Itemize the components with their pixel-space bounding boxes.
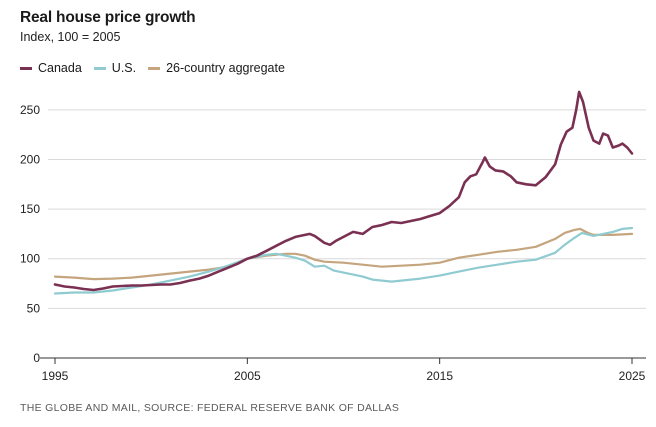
y-tick-label: 50 <box>27 301 41 315</box>
y-tick-label: 200 <box>20 152 40 166</box>
legend-item-canada: Canada <box>20 61 82 75</box>
chart-title: Real house price growth <box>20 9 196 26</box>
y-tick-label: 100 <box>20 252 40 266</box>
x-tick-label: 2025 <box>619 369 646 383</box>
legend-label-us: U.S. <box>111 61 137 75</box>
legend-item-us: U.S. <box>93 61 137 75</box>
series-line-aggregate <box>53 227 634 281</box>
x-tick-label: 2005 <box>234 369 261 383</box>
chart-gridlines <box>48 109 646 309</box>
legend-swatch-canada <box>20 66 32 70</box>
series-line-us <box>53 226 634 295</box>
legend-swatch-us <box>93 66 106 70</box>
chart-series-lines <box>53 90 634 295</box>
y-tick-label: 150 <box>20 202 40 216</box>
x-tick-label: 2015 <box>426 369 453 383</box>
chart-legend: Canada U.S. 26-country aggregate <box>20 61 297 75</box>
source-credit: THE GLOBE AND MAIL, SOURCE: FEDERAL RESE… <box>20 402 400 414</box>
y-tick-label: 0 <box>33 351 40 365</box>
chart-axes: 0 50 100 150 200 250 1995 2005 2015 2025 <box>20 103 646 383</box>
x-tick-label: 1995 <box>42 369 69 383</box>
legend-swatch-aggregate <box>148 66 161 70</box>
series-line-canada <box>53 90 634 292</box>
y-tick-label: 250 <box>20 103 40 117</box>
chart-subtitle: Index, 100 = 2005 <box>20 30 121 44</box>
legend-item-aggregate: 26-country aggregate <box>148 61 285 75</box>
legend-label-aggregate: 26-country aggregate <box>166 61 285 75</box>
legend-label-canada: Canada <box>38 61 82 75</box>
